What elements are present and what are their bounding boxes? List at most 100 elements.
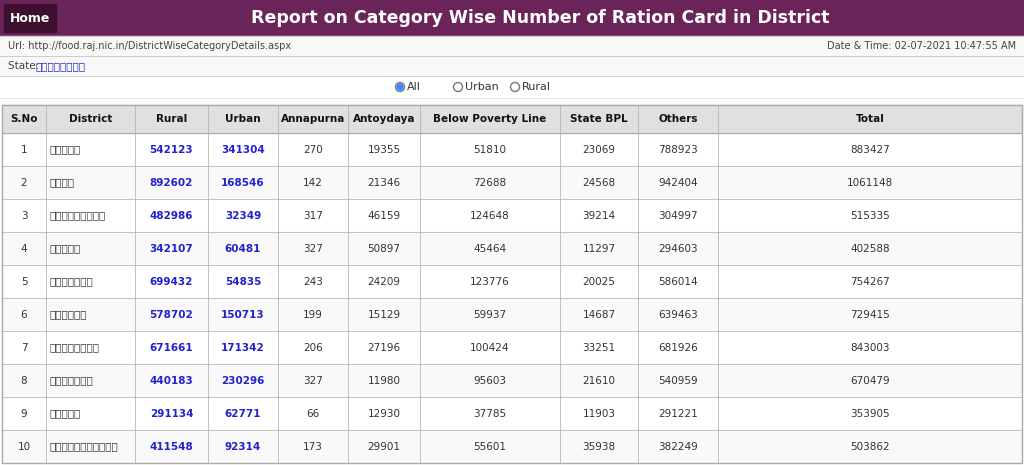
Text: Urban: Urban <box>465 82 499 92</box>
Text: S.No: S.No <box>10 114 38 124</box>
Bar <box>2 166 1022 199</box>
Text: 51810: 51810 <box>473 145 507 154</box>
Text: 542123: 542123 <box>150 145 194 154</box>
Text: 5: 5 <box>20 277 28 286</box>
Text: All: All <box>407 82 421 92</box>
Bar <box>0 36 1024 56</box>
Bar <box>0 76 1024 98</box>
Text: बूंदी: बूंदी <box>50 408 81 418</box>
Text: 168546: 168546 <box>221 178 265 187</box>
Text: Url: http://food.raj.nic.in/DistrictWiseCategoryDetails.aspx: Url: http://food.raj.nic.in/DistrictWise… <box>8 41 291 51</box>
Text: 243: 243 <box>303 277 323 286</box>
Text: 55601: 55601 <box>473 441 507 452</box>
Text: District: District <box>69 114 113 124</box>
Text: अजमेर: अजमेर <box>50 145 81 154</box>
Text: बारां: बारां <box>50 244 81 253</box>
Text: बीकानेर: बीकानेर <box>50 376 94 385</box>
Text: 20025: 20025 <box>583 277 615 286</box>
Bar <box>2 397 1022 430</box>
Text: 440183: 440183 <box>150 376 194 385</box>
Text: 35938: 35938 <box>583 441 615 452</box>
Text: 291134: 291134 <box>150 408 194 418</box>
Text: अलवर: अलवर <box>50 178 75 187</box>
Text: 45464: 45464 <box>473 244 507 253</box>
Text: 95603: 95603 <box>473 376 507 385</box>
Text: 515335: 515335 <box>850 211 890 220</box>
Text: 291221: 291221 <box>658 408 698 418</box>
Bar <box>2 232 1022 265</box>
Text: 37785: 37785 <box>473 408 507 418</box>
Text: 100424: 100424 <box>470 343 510 352</box>
Bar <box>0 56 1024 76</box>
Text: 14687: 14687 <box>583 310 615 319</box>
Text: 2: 2 <box>20 178 28 187</box>
Text: भीलवाड़ा: भीलवाड़ा <box>50 343 100 352</box>
Text: 66: 66 <box>306 408 319 418</box>
Bar <box>2 265 1022 298</box>
Text: 199: 199 <box>303 310 323 319</box>
Text: 639463: 639463 <box>658 310 698 319</box>
Text: 27196: 27196 <box>368 343 400 352</box>
Text: 586014: 586014 <box>658 277 697 286</box>
Text: 206: 206 <box>303 343 323 352</box>
Text: 72688: 72688 <box>473 178 507 187</box>
Text: Others: Others <box>658 114 697 124</box>
Text: State BPL: State BPL <box>570 114 628 124</box>
Text: 341304: 341304 <box>221 145 265 154</box>
Text: 1061148: 1061148 <box>847 178 893 187</box>
Text: 699432: 699432 <box>150 277 194 286</box>
Text: बांसवाड़ा: बांसवाड़ा <box>50 211 106 220</box>
Text: बाड़मेर: बाड़मेर <box>50 277 94 286</box>
Circle shape <box>395 82 404 92</box>
Text: 24568: 24568 <box>583 178 615 187</box>
Text: Urban: Urban <box>225 114 261 124</box>
Text: 19355: 19355 <box>368 145 400 154</box>
Text: 681926: 681926 <box>658 343 698 352</box>
Circle shape <box>397 84 403 90</box>
Text: 382249: 382249 <box>658 441 698 452</box>
Bar <box>2 105 1022 133</box>
Text: 353905: 353905 <box>850 408 890 418</box>
Text: 32349: 32349 <box>225 211 261 220</box>
Text: 402588: 402588 <box>850 244 890 253</box>
Text: 124648: 124648 <box>470 211 510 220</box>
Text: 4: 4 <box>20 244 28 253</box>
Text: 503862: 503862 <box>850 441 890 452</box>
Text: 1: 1 <box>20 145 28 154</box>
Text: Rural: Rural <box>522 82 551 92</box>
Bar <box>4 4 56 32</box>
Text: राजस्थान: राजस्थान <box>36 61 86 71</box>
Text: 46159: 46159 <box>368 211 400 220</box>
Text: 6: 6 <box>20 310 28 319</box>
Text: 173: 173 <box>303 441 323 452</box>
Text: 150713: 150713 <box>221 310 265 319</box>
Text: 304997: 304997 <box>658 211 697 220</box>
Text: 411548: 411548 <box>150 441 194 452</box>
Text: 892602: 892602 <box>150 178 194 187</box>
Text: 317: 317 <box>303 211 323 220</box>
Text: 54835: 54835 <box>225 277 261 286</box>
Text: 788923: 788923 <box>658 145 698 154</box>
Text: 8: 8 <box>20 376 28 385</box>
Bar <box>2 364 1022 397</box>
Text: 270: 270 <box>303 145 323 154</box>
Text: 294603: 294603 <box>658 244 697 253</box>
Text: 578702: 578702 <box>150 310 194 319</box>
Text: 33251: 33251 <box>583 343 615 352</box>
Text: 9: 9 <box>20 408 28 418</box>
Text: 342107: 342107 <box>150 244 194 253</box>
Text: 21610: 21610 <box>583 376 615 385</box>
Text: 670479: 670479 <box>850 376 890 385</box>
Text: 7: 7 <box>20 343 28 352</box>
Text: 843003: 843003 <box>850 343 890 352</box>
Text: Home: Home <box>10 12 50 25</box>
Text: 3: 3 <box>20 211 28 220</box>
Text: 142: 142 <box>303 178 323 187</box>
Text: 327: 327 <box>303 244 323 253</box>
Text: State:: State: <box>8 61 43 71</box>
Bar <box>2 133 1022 166</box>
Text: 171342: 171342 <box>221 343 265 352</box>
Text: 11980: 11980 <box>368 376 400 385</box>
Bar <box>2 105 1022 463</box>
Text: 29901: 29901 <box>368 441 400 452</box>
